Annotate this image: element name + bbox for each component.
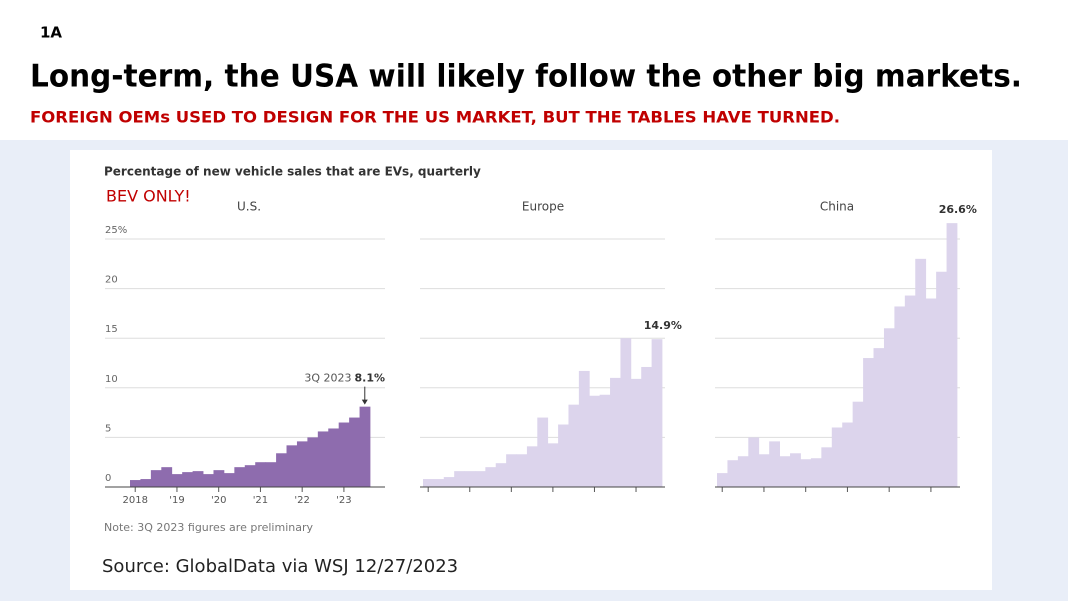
bar xyxy=(495,463,507,487)
value-label: 8.1% xyxy=(354,372,385,385)
bar xyxy=(171,474,183,487)
bar xyxy=(213,470,225,487)
bar xyxy=(485,467,497,487)
bar xyxy=(852,401,864,487)
bar xyxy=(506,454,517,487)
bar xyxy=(946,223,958,488)
bar xyxy=(307,437,319,487)
bar xyxy=(568,404,580,487)
figure-heading: Percentage of new vehicle sales that are… xyxy=(104,165,481,179)
bar xyxy=(769,441,781,487)
bar xyxy=(234,467,246,487)
bar xyxy=(150,470,162,487)
bar xyxy=(547,443,559,487)
bar xyxy=(610,377,621,487)
bar xyxy=(140,479,152,487)
bar xyxy=(203,474,214,487)
bar xyxy=(558,424,569,487)
value-label: 14.9% xyxy=(644,319,682,332)
bar xyxy=(936,271,947,487)
bar xyxy=(423,479,434,487)
y-tick-label: 10 xyxy=(105,374,118,385)
bar xyxy=(328,428,340,487)
bar xyxy=(161,467,173,487)
bar xyxy=(276,453,287,487)
bar xyxy=(651,339,663,487)
bar xyxy=(758,454,770,487)
bar xyxy=(790,453,801,487)
bar xyxy=(516,454,528,487)
bar xyxy=(620,338,632,487)
bar xyxy=(130,480,141,487)
x-tick-label: 2018 xyxy=(122,495,147,506)
annotation: 3Q 2023 xyxy=(304,372,351,385)
bar xyxy=(748,437,760,487)
bar xyxy=(286,445,298,487)
bar xyxy=(349,417,360,487)
slide-label: 1A xyxy=(40,24,62,42)
note: Note: 3Q 2023 figures are preliminary xyxy=(104,521,313,534)
bar xyxy=(244,465,256,487)
bar xyxy=(526,446,538,487)
x-tick-label: '23 xyxy=(336,495,351,506)
panel-title: U.S. xyxy=(237,200,261,214)
bar xyxy=(255,462,267,487)
source: Source: GlobalData via WSJ 12/27/2023 xyxy=(102,556,458,577)
y-tick-label: 20 xyxy=(105,275,118,286)
bar xyxy=(443,477,455,487)
bar xyxy=(831,427,843,487)
bar xyxy=(925,298,937,487)
bar xyxy=(821,447,833,487)
bar xyxy=(338,422,350,487)
bar xyxy=(915,258,927,487)
bar xyxy=(182,472,194,487)
bar xyxy=(317,431,329,487)
annotation-arrowhead xyxy=(361,399,368,405)
bar xyxy=(296,441,308,487)
panel-title: Europe xyxy=(522,200,564,214)
y-tick-label: 5 xyxy=(105,423,111,434)
figure-background xyxy=(70,150,992,590)
bar xyxy=(863,358,874,487)
bar xyxy=(359,406,371,487)
bar xyxy=(223,473,235,487)
bar xyxy=(265,462,277,487)
bar xyxy=(717,473,728,487)
bar xyxy=(883,328,895,487)
bar xyxy=(904,295,916,487)
bar xyxy=(578,370,590,487)
slide-title: Long-term, the USA will likely follow th… xyxy=(30,59,1022,95)
bar xyxy=(192,471,204,487)
bar xyxy=(800,459,812,487)
x-tick-label: '21 xyxy=(253,495,268,506)
bar xyxy=(599,394,611,487)
y-tick-label: 15 xyxy=(105,324,118,335)
bar xyxy=(894,306,906,487)
bar xyxy=(727,460,739,487)
bar xyxy=(630,378,642,487)
y-tick-label: 0 xyxy=(105,473,111,484)
bar xyxy=(641,366,653,487)
y-tick-label: 25% xyxy=(105,225,127,236)
bar xyxy=(537,417,549,487)
bar xyxy=(464,471,476,487)
slide-subtitle: FOREIGN OEMs USED TO DESIGN FOR THE US M… xyxy=(30,108,840,127)
value-label: 26.6% xyxy=(939,203,977,216)
bar xyxy=(454,471,465,487)
bar xyxy=(737,456,749,487)
bar xyxy=(810,458,822,487)
panel-title: China xyxy=(820,200,854,214)
bar xyxy=(873,348,885,487)
bar xyxy=(842,422,854,487)
bar xyxy=(589,395,601,487)
x-tick-label: '20 xyxy=(211,495,226,506)
bar xyxy=(779,456,791,487)
bar xyxy=(433,479,445,487)
callout: BEV ONLY! xyxy=(106,187,191,206)
x-tick-label: '22 xyxy=(294,495,309,506)
x-tick-label: '19 xyxy=(169,495,184,506)
bar xyxy=(474,471,486,487)
